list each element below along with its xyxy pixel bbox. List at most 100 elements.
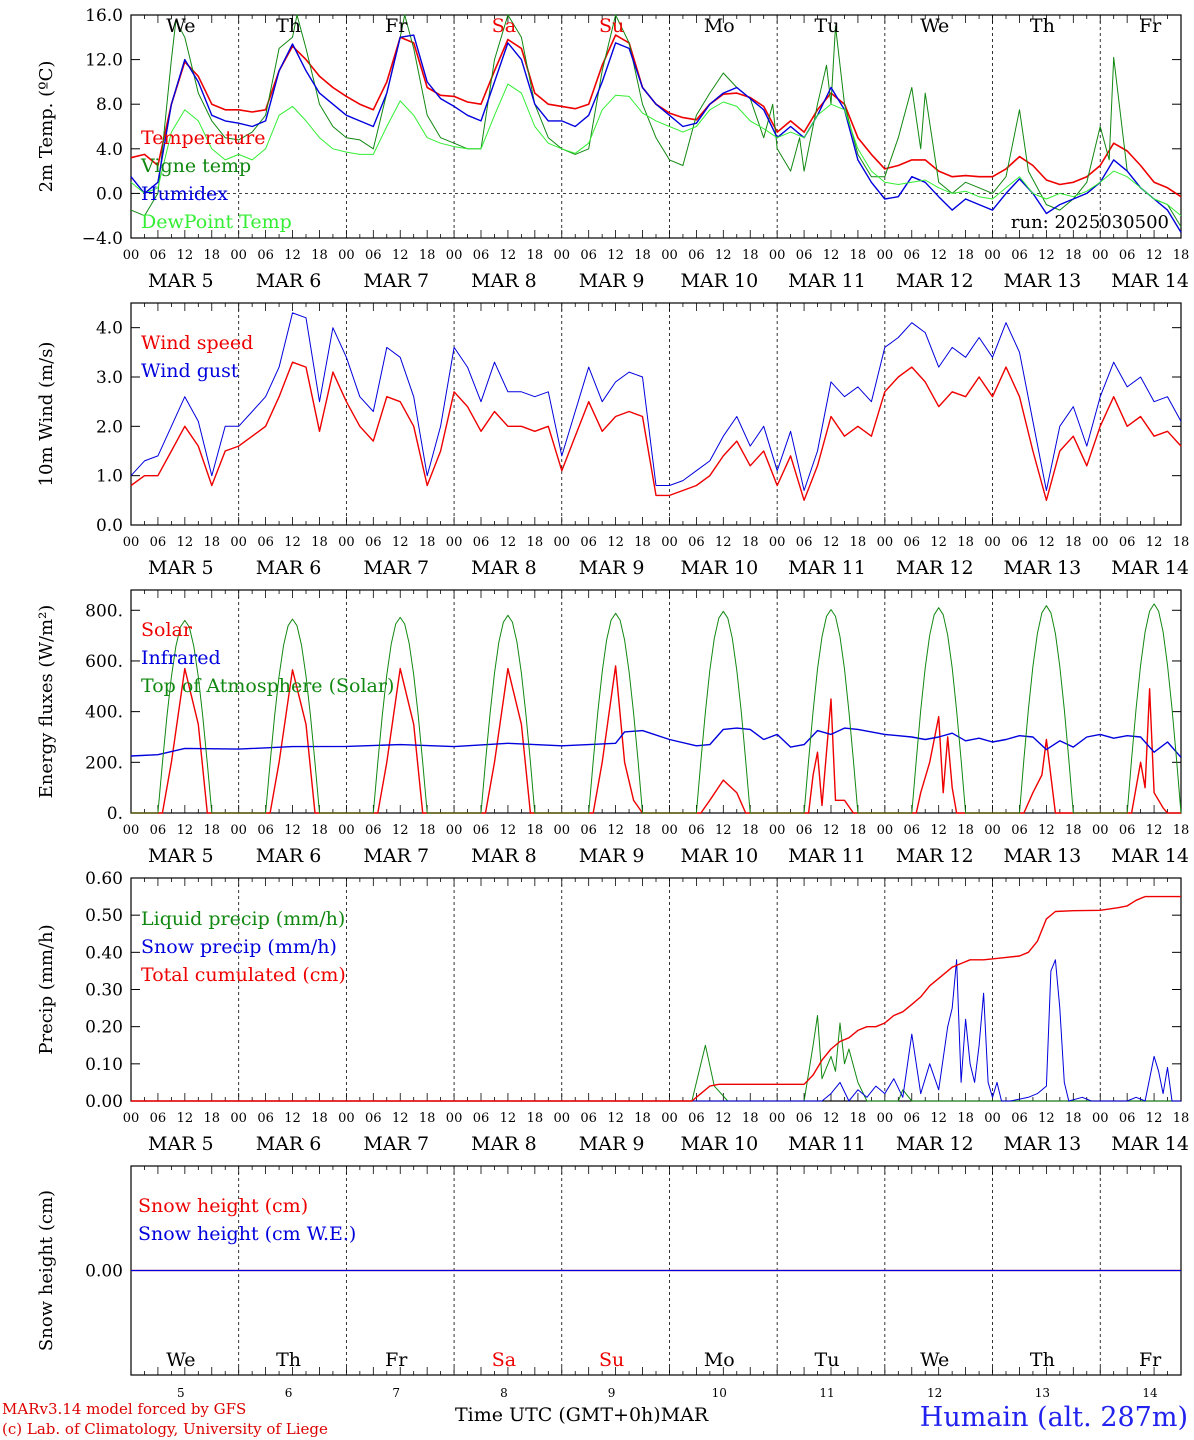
energy-hour-label: 00 — [984, 823, 1001, 838]
temp-weekday-label: We — [166, 15, 195, 37]
energy-hour-label: 12 — [1146, 823, 1163, 838]
precip-hour-label: 00 — [230, 1111, 247, 1126]
wind-hour-label: 00 — [123, 535, 140, 550]
temp-date-label: MAR 13 — [1004, 270, 1082, 292]
day-number-label: 6 — [285, 1386, 293, 1400]
wind-hour-label: 00 — [984, 535, 1001, 550]
precip-hour-label: 18 — [1173, 1111, 1190, 1126]
wind-date-label: MAR 6 — [256, 557, 322, 579]
precip-hour-label: 06 — [257, 1111, 274, 1126]
energy-series-2 — [131, 603, 1182, 814]
temp-hour-label: 18 — [957, 248, 974, 263]
energy-legend-0: Solar — [141, 619, 193, 641]
day-number-label: 11 — [819, 1386, 834, 1400]
wind-hour-label: 06 — [257, 535, 274, 550]
energy-hour-label: 00 — [338, 823, 355, 838]
energy-hour-label: 00 — [877, 823, 894, 838]
wind-hour-label: 18 — [742, 535, 759, 550]
precip-hour-label: 18 — [203, 1111, 220, 1126]
temp-frame — [130, 14, 1182, 239]
temp-hour-label: 18 — [203, 248, 220, 263]
precip-date-label: MAR 9 — [579, 1133, 645, 1155]
temp-weekday-label: Th — [276, 15, 301, 37]
temp-hour-label: 12 — [284, 248, 301, 263]
energy-legend-2: Top of Atmosphere (Solar) — [141, 675, 394, 697]
energy-hour-label: 18 — [850, 823, 867, 838]
temp-hour-label: 06 — [1011, 248, 1028, 263]
temp-weekday-label: Fr — [385, 15, 408, 37]
wind-hour-label: 06 — [1011, 535, 1028, 550]
temp-date-label: MAR 6 — [256, 270, 322, 292]
temp-hour-label: 18 — [311, 248, 328, 263]
energy-hour-label: 06 — [1119, 823, 1136, 838]
temp-hour-label: 06 — [796, 248, 813, 263]
wind-date-label: MAR 10 — [680, 557, 758, 579]
wind-hour-label: 18 — [527, 535, 544, 550]
precip-ytick-label: 0.00 — [85, 1092, 123, 1112]
temp-legend-0: Temperature — [141, 127, 265, 149]
energy-hour-label: 00 — [661, 823, 678, 838]
snow-ytick-label: 0.00 — [85, 1262, 123, 1282]
precip-ytick-label: 0.50 — [85, 906, 123, 926]
temp-ytick-label: −4.0 — [82, 229, 123, 249]
snow-axis-label: Snow height (cm) — [36, 1190, 57, 1351]
energy-date-label: MAR 9 — [579, 845, 645, 867]
temp-hour-label: 00 — [230, 248, 247, 263]
precip-series-0 — [131, 1015, 1181, 1102]
energy-date-label: MAR 13 — [1004, 845, 1082, 867]
temp-hour-label: 06 — [257, 248, 274, 263]
temp-hour-label: 12 — [607, 248, 624, 263]
temp-date-label: MAR 10 — [680, 270, 758, 292]
precip-date-label: MAR 13 — [1004, 1133, 1082, 1155]
wind-hour-label: 18 — [1065, 535, 1082, 550]
day-number-label: 14 — [1142, 1386, 1158, 1400]
wind-hour-label: 06 — [473, 535, 490, 550]
energy-hour-label: 12 — [284, 823, 301, 838]
temp-hour-label: 06 — [580, 248, 597, 263]
precip-hour-label: 06 — [796, 1111, 813, 1126]
temp-hour-label: 06 — [688, 248, 705, 263]
energy-date-label: MAR 14 — [1111, 845, 1189, 867]
precip-hour-label: 06 — [903, 1111, 920, 1126]
wind-hour-label: 12 — [1038, 535, 1055, 550]
wind-series-0 — [130, 361, 1182, 501]
precip-hour-label: 12 — [715, 1111, 732, 1126]
wind-hour-label: 00 — [553, 535, 570, 550]
temp-date-label: MAR 8 — [471, 270, 537, 292]
temp-hour-label: 12 — [177, 248, 194, 263]
temp-weekday-label: Sa — [492, 15, 516, 37]
day-number-label: 12 — [927, 1386, 942, 1400]
wind-hour-label: 00 — [338, 535, 355, 550]
precip-hour-label: 00 — [123, 1111, 140, 1126]
temp-date-label: MAR 9 — [579, 270, 645, 292]
temp-weekday-label: Tu — [815, 15, 840, 37]
temp-series-2 — [130, 34, 1182, 233]
lab-credit: (c) Lab. of Climatology, University of L… — [2, 1420, 328, 1438]
precip-hour-label: 12 — [823, 1111, 840, 1126]
temp-series-3 — [130, 83, 1182, 217]
temp-hour-label: 12 — [930, 248, 947, 263]
temp-ytick-label: 16.0 — [85, 6, 123, 26]
precip-legend-2: Total cumulated (cm) — [141, 964, 346, 986]
temp-hour-label: 12 — [823, 248, 840, 263]
temp-date-label: MAR 11 — [788, 270, 866, 292]
precip-hour-label: 18 — [419, 1111, 436, 1126]
precip-hour-label: 12 — [392, 1111, 409, 1126]
energy-hour-label: 12 — [930, 823, 947, 838]
temp-hour-label: 06 — [903, 248, 920, 263]
precip-hour-label: 00 — [553, 1111, 570, 1126]
precip-hour-label: 12 — [500, 1111, 517, 1126]
energy-hour-label: 18 — [203, 823, 220, 838]
temp-date-label: MAR 7 — [363, 270, 429, 292]
energy-ytick-label: 400. — [85, 703, 123, 723]
model-credit: MARv3.14 model forced by GFS — [2, 1400, 247, 1418]
wind-hour-label: 00 — [230, 535, 247, 550]
precip-hour-label: 00 — [984, 1111, 1001, 1126]
wind-ytick-label: 1.0 — [96, 467, 123, 487]
time-axis-label: Time UTC (GMT+0h)MAR — [455, 1404, 708, 1426]
precip-hour-label: 18 — [957, 1111, 974, 1126]
wind-hour-label: 12 — [392, 535, 409, 550]
energy-hour-label: 00 — [446, 823, 463, 838]
temp-hour-label: 06 — [150, 248, 167, 263]
